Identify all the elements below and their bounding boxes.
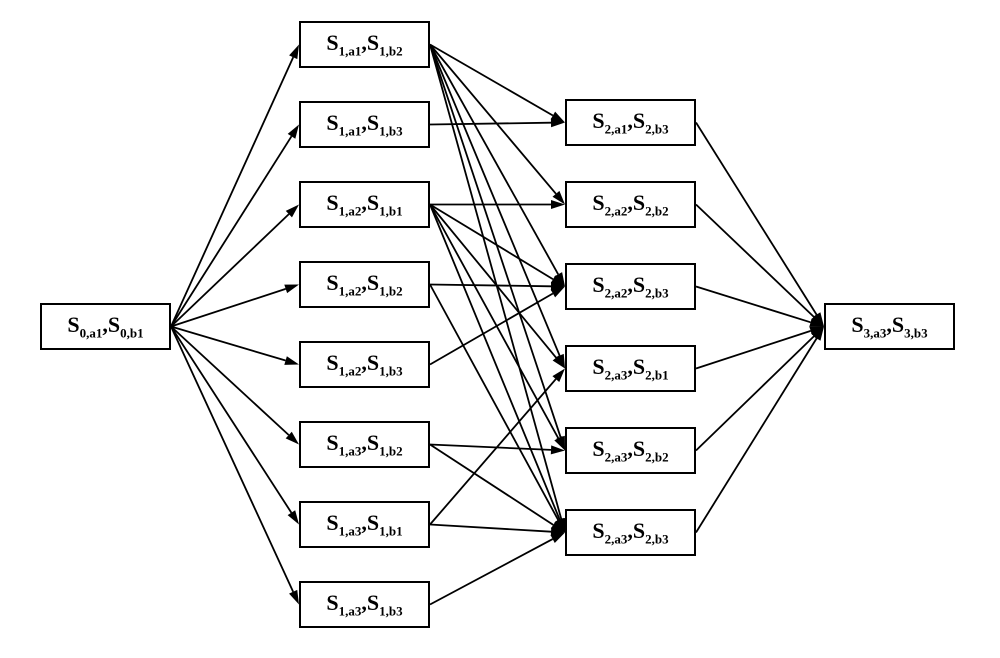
arrowhead-icon [551, 533, 565, 544]
arrowhead-icon [811, 327, 824, 340]
arrowhead-icon [286, 432, 299, 445]
node-L1_6: S1,a3,S1,b1 [299, 501, 430, 548]
edge-line [430, 294, 553, 365]
arrowhead-icon [288, 510, 299, 524]
edge-line [430, 45, 561, 438]
edge-line [171, 136, 292, 326]
edge-line [171, 327, 289, 436]
node-L2_4: S2,a3,S2,b2 [565, 427, 696, 474]
edge-line [430, 285, 558, 521]
node-L1_0: S1,a1,S1,b2 [299, 21, 430, 68]
node-L0: S0,a1,S0,b1 [40, 303, 171, 350]
edge-line [696, 205, 814, 317]
arrowhead-icon [289, 590, 299, 605]
arrowhead-icon [551, 118, 565, 127]
node-label: S1,a3,S1,b3 [326, 592, 402, 617]
arrowhead-icon [813, 327, 824, 341]
edge-line [696, 287, 811, 323]
edge-line [171, 327, 293, 592]
node-label: S0,a1,S0,b1 [67, 314, 143, 339]
node-label: S2,a2,S2,b2 [592, 192, 668, 217]
edge-line [430, 205, 558, 439]
edge-line [171, 327, 286, 361]
arrowhead-icon [809, 327, 824, 336]
node-label: S2,a3,S2,b1 [592, 356, 668, 381]
arrowhead-icon [553, 191, 565, 205]
edge-line [171, 327, 291, 513]
diagram-canvas: S0,a1,S0,b1 S1,a1,S1,b2 S1,a1,S1,b3 S1,a2,S… [0, 0, 1000, 658]
edge-line [430, 205, 556, 358]
edge-line [430, 379, 556, 524]
arrowhead-icon [554, 272, 565, 286]
edge-line [430, 45, 558, 275]
node-label: S1,a2,S1,b1 [326, 192, 402, 217]
node-label: S1,a3,S1,b1 [326, 512, 402, 537]
node-L1_7: S1,a3,S1,b3 [299, 581, 430, 628]
arrowhead-icon [551, 521, 565, 532]
edge-line [430, 539, 553, 604]
node-label: S1,a2,S1,b2 [326, 272, 402, 297]
node-L2_2: S2,a2,S2,b3 [565, 263, 696, 310]
node-L1_1: S1,a1,S1,b3 [299, 101, 430, 148]
edge-line [430, 285, 551, 287]
node-L2_5: S2,a3,S2,b3 [565, 509, 696, 556]
edge-line [430, 45, 553, 116]
arrowhead-icon [551, 282, 565, 291]
edge-line [430, 525, 551, 532]
arrowhead-icon [556, 518, 565, 533]
edge-line [430, 205, 560, 520]
arrowhead-icon [284, 285, 299, 294]
node-label: S1,a2,S1,b3 [326, 352, 402, 377]
arrowhead-icon [554, 518, 565, 532]
arrowhead-icon [551, 527, 565, 536]
arrowhead-icon [551, 112, 565, 123]
edge-line [430, 445, 551, 450]
node-label: S1,a1,S1,b2 [326, 32, 402, 57]
edge-line [430, 123, 551, 125]
arrowhead-icon [553, 355, 565, 369]
node-label: S2,a1,S2,b3 [592, 110, 668, 135]
arrowhead-icon [554, 436, 565, 450]
edge-line [430, 445, 553, 525]
arrowhead-icon [556, 436, 565, 451]
arrowhead-icon [813, 312, 824, 326]
edge-line [696, 338, 817, 532]
node-label: S1,a3,S1,b2 [326, 432, 402, 457]
node-L2_1: S2,a2,S2,b2 [565, 181, 696, 228]
node-label: S3,a3,S3,b3 [851, 314, 927, 339]
node-L2_0: S2,a1,S2,b3 [565, 99, 696, 146]
edge-line [171, 214, 289, 326]
node-L2_3: S2,a3,S2,b1 [565, 345, 696, 392]
edge-line [171, 57, 293, 326]
arrowhead-icon [811, 314, 824, 327]
node-L1_4: S1,a2,S1,b3 [299, 341, 430, 388]
node-L1_5: S1,a3,S1,b2 [299, 421, 430, 468]
edge-line [430, 205, 553, 280]
node-L1_3: S1,a2,S1,b2 [299, 261, 430, 308]
arrowhead-icon [551, 200, 565, 209]
edge-line [696, 331, 811, 369]
node-L1_2: S1,a2,S1,b1 [299, 181, 430, 228]
arrowhead-icon [555, 354, 565, 369]
arrowhead-icon [288, 125, 299, 139]
edge-line [430, 45, 556, 194]
edge-line [696, 123, 817, 315]
node-label: S2,a3,S2,b2 [592, 438, 668, 463]
edge-line [696, 336, 814, 450]
edge-line [430, 45, 560, 356]
arrowhead-icon [284, 356, 299, 365]
edge-line [171, 289, 286, 327]
edge-line [430, 45, 561, 520]
node-L3: S3,a3,S3,b3 [824, 303, 955, 350]
node-label: S1,a1,S1,b3 [326, 112, 402, 137]
arrowhead-icon [286, 205, 299, 218]
arrowhead-icon [551, 287, 565, 298]
arrowhead-icon [551, 275, 565, 286]
node-label: S2,a3,S2,b3 [592, 520, 668, 545]
arrowhead-icon [551, 445, 565, 454]
arrowhead-icon [809, 318, 824, 327]
arrowhead-icon [289, 45, 299, 60]
arrowhead-icon [552, 369, 565, 383]
node-label: S2,a2,S2,b3 [592, 274, 668, 299]
